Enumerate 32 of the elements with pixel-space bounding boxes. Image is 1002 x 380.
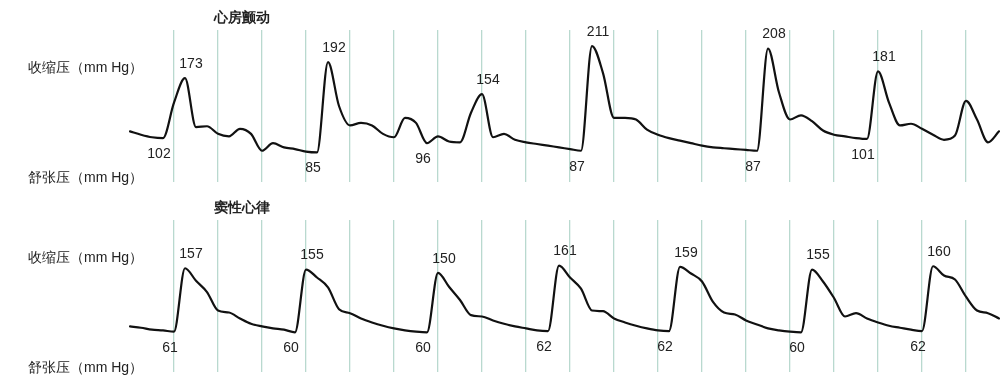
data-label: 62 — [536, 337, 552, 354]
data-label: 60 — [415, 339, 431, 356]
data-label: 157 — [179, 245, 203, 262]
data-label: 208 — [762, 25, 786, 42]
data-label: 155 — [806, 246, 830, 263]
data-label: 96 — [415, 150, 431, 167]
annotation: 舒张压（mm Hg） — [28, 358, 144, 375]
data-label: 101 — [851, 145, 875, 162]
data-label: 159 — [674, 243, 698, 260]
data-label: 150 — [432, 249, 456, 266]
data-label: 61 — [162, 338, 178, 355]
data-label: 160 — [927, 243, 951, 260]
data-label: 85 — [305, 159, 321, 176]
data-label: 60 — [283, 339, 299, 356]
data-label: 60 — [789, 339, 805, 356]
data-label: 181 — [872, 48, 896, 65]
data-label: 87 — [569, 157, 585, 174]
annotation: 舒张压（mm Hg） — [28, 168, 144, 185]
data-label: 87 — [745, 157, 761, 174]
data-label: 161 — [553, 242, 577, 259]
data-label: 102 — [147, 144, 171, 161]
chart-title: 窦性心律 — [214, 198, 270, 215]
data-label: 154 — [476, 71, 500, 88]
data-label: 173 — [179, 54, 203, 71]
data-label: 211 — [586, 22, 610, 39]
data-label: 155 — [300, 246, 324, 263]
annotation: 收缩压（mm Hg） — [28, 58, 144, 75]
data-label: 62 — [910, 337, 926, 354]
annotation: 收缩压（mm Hg） — [28, 248, 144, 265]
data-label: 62 — [657, 337, 673, 354]
chart-title: 心房颤动 — [213, 8, 270, 25]
data-label: 192 — [322, 38, 346, 55]
